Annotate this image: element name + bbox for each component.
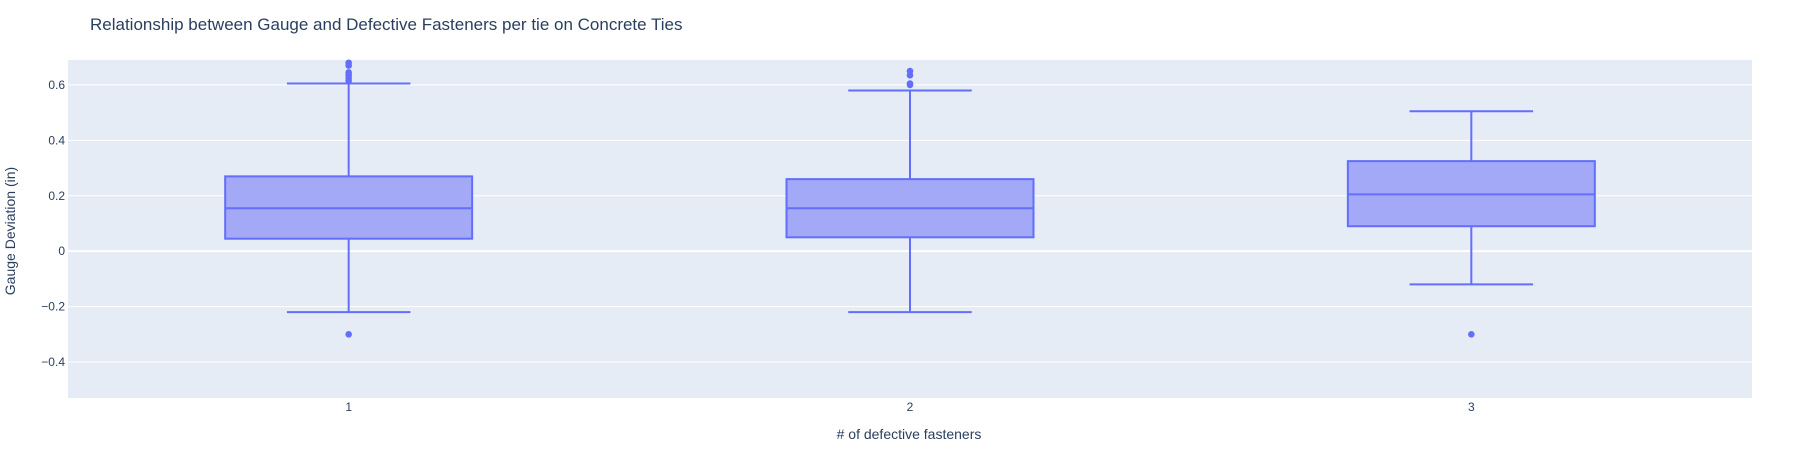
y-tick-label: 0.6 bbox=[48, 78, 65, 92]
y-tick-label: 0.4 bbox=[48, 133, 65, 147]
chart-title: Relationship between Gauge and Defective… bbox=[90, 15, 683, 34]
x-tick-label: 2 bbox=[907, 400, 914, 414]
outlier-point bbox=[345, 69, 352, 76]
x-tick-label: 1 bbox=[345, 400, 352, 414]
x-axis-label: # of defective fasteners bbox=[837, 426, 982, 442]
outlier-point bbox=[906, 67, 914, 75]
y-tick-label: 0.2 bbox=[48, 189, 65, 203]
y-tick-label: −0.4 bbox=[41, 355, 65, 369]
x-tick-label: 3 bbox=[1468, 400, 1475, 414]
y-tick-label: 0 bbox=[58, 244, 65, 258]
outlier-point bbox=[906, 80, 914, 87]
outlier-point bbox=[345, 59, 352, 67]
y-tick-label: −0.2 bbox=[41, 300, 65, 314]
y-axis-label: Gauge Deviation (in) bbox=[2, 167, 18, 295]
outlier-point bbox=[1468, 330, 1475, 338]
outlier-point bbox=[345, 330, 352, 338]
